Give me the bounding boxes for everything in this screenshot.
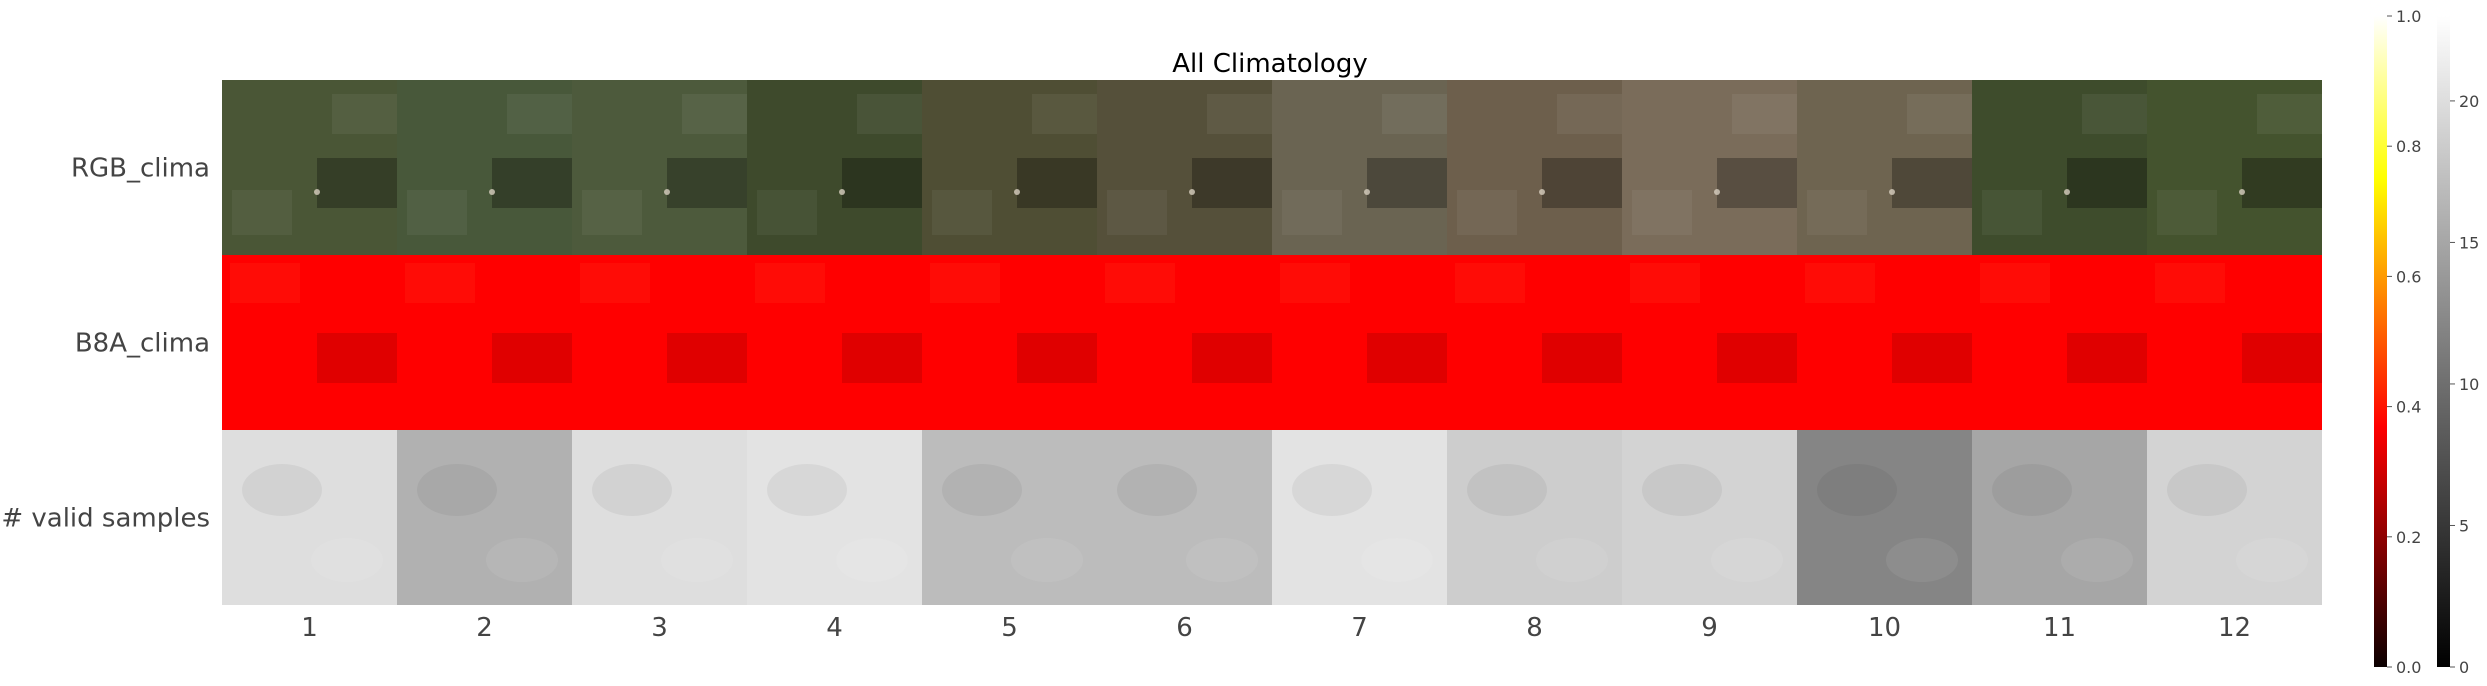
b8a-cell: [222, 255, 397, 430]
colorbar-gray-ticks: 0 5 10 15 20: [2450, 92, 2479, 677]
rgb-cell: [222, 80, 397, 255]
valid-samples-cell: [1972, 430, 2147, 605]
column-label: 7: [1351, 613, 1368, 643]
chart-title: All Climatology: [1172, 49, 1367, 79]
valid-samples-cell: [572, 430, 747, 605]
colorbar-gray: 0 5 10 15 20: [2437, 16, 2479, 677]
colorbar-tick-label: 0.4: [2396, 398, 2421, 417]
row-label: RGB_clima: [71, 154, 210, 184]
row-labels: RGB_clima B8A_clima # valid samples: [1, 154, 210, 534]
colorbar-tick-label: 0.6: [2396, 267, 2421, 286]
colorbar-tick-label: 0: [2459, 658, 2469, 677]
column-labels: 1 2 3 4 5 6 7 8 9 10 11 12: [301, 613, 2251, 643]
column-label: 12: [2218, 613, 2251, 643]
b8a-cell: [922, 255, 1097, 430]
colorbar-hot: 0.0 0.2 0.4 0.6 0.8 1.0: [2374, 7, 2421, 677]
column-label: 3: [651, 613, 668, 643]
valid-samples-cell: [2147, 430, 2322, 605]
rgb-cell: [1097, 80, 1272, 255]
column-label: 4: [826, 613, 843, 643]
b8a-cell: [572, 255, 747, 430]
column-label: 1: [301, 613, 318, 643]
valid-samples-cell: [1622, 430, 1797, 605]
valid-samples-cell: [1272, 430, 1447, 605]
valid-samples-cell: [222, 430, 397, 605]
rgb-cell: [1972, 80, 2147, 255]
b8a-cell: [1272, 255, 1447, 430]
valid-samples-cell: [1097, 430, 1272, 605]
colorbar-tick-label: 5: [2459, 516, 2469, 535]
valid-samples-cell: [747, 430, 922, 605]
column-label: 2: [476, 613, 493, 643]
b8a-cell: [747, 255, 922, 430]
valid-samples-cell: [922, 430, 1097, 605]
colorbar-hot-bar: [2374, 16, 2387, 667]
b8a-cell: [1447, 255, 1622, 430]
column-label: 11: [2043, 613, 2076, 643]
b8a-cell: [2147, 255, 2322, 430]
rgb-cell: [1797, 80, 1972, 255]
rgb-cell: [397, 80, 572, 255]
column-label: 9: [1701, 613, 1718, 643]
b8a-cell: [1622, 255, 1797, 430]
rgb-cell: [747, 80, 922, 255]
valid-samples-cell: [397, 430, 572, 605]
rgb-cell: [1622, 80, 1797, 255]
colorbar-tick-label: 1.0: [2396, 7, 2421, 26]
column-label: 8: [1526, 613, 1543, 643]
b8a-cell: [1972, 255, 2147, 430]
colorbar-tick-label: 10: [2459, 375, 2479, 394]
rgb-cell: [1272, 80, 1447, 255]
b8a-cell: [1797, 255, 1972, 430]
colorbar-hot-ticks: 0.0 0.2 0.4 0.6 0.8 1.0: [2387, 7, 2421, 677]
colorbar-tick-label: 0.2: [2396, 528, 2421, 547]
row-label: B8A_clima: [75, 329, 210, 359]
row-label: # valid samples: [1, 504, 210, 534]
rgb-cell: [922, 80, 1097, 255]
colorbar-tick-label: 15: [2459, 233, 2479, 252]
image-grid: [222, 80, 2322, 605]
rgb-cell: [572, 80, 747, 255]
column-label: 10: [1868, 613, 1901, 643]
rgb-cell: [2147, 80, 2322, 255]
colorbar-tick-label: 0.0: [2396, 658, 2421, 677]
rgb-cell: [1447, 80, 1622, 255]
colorbar-gray-bar: [2437, 16, 2450, 667]
column-label: 5: [1001, 613, 1018, 643]
colorbar-tick-label: 20: [2459, 92, 2479, 111]
b8a-cell: [1097, 255, 1272, 430]
valid-samples-cell: [1447, 430, 1622, 605]
valid-samples-cell: [1797, 430, 1972, 605]
colorbar-tick-label: 0.8: [2396, 137, 2421, 156]
b8a-cell: [397, 255, 572, 430]
column-label: 6: [1176, 613, 1193, 643]
